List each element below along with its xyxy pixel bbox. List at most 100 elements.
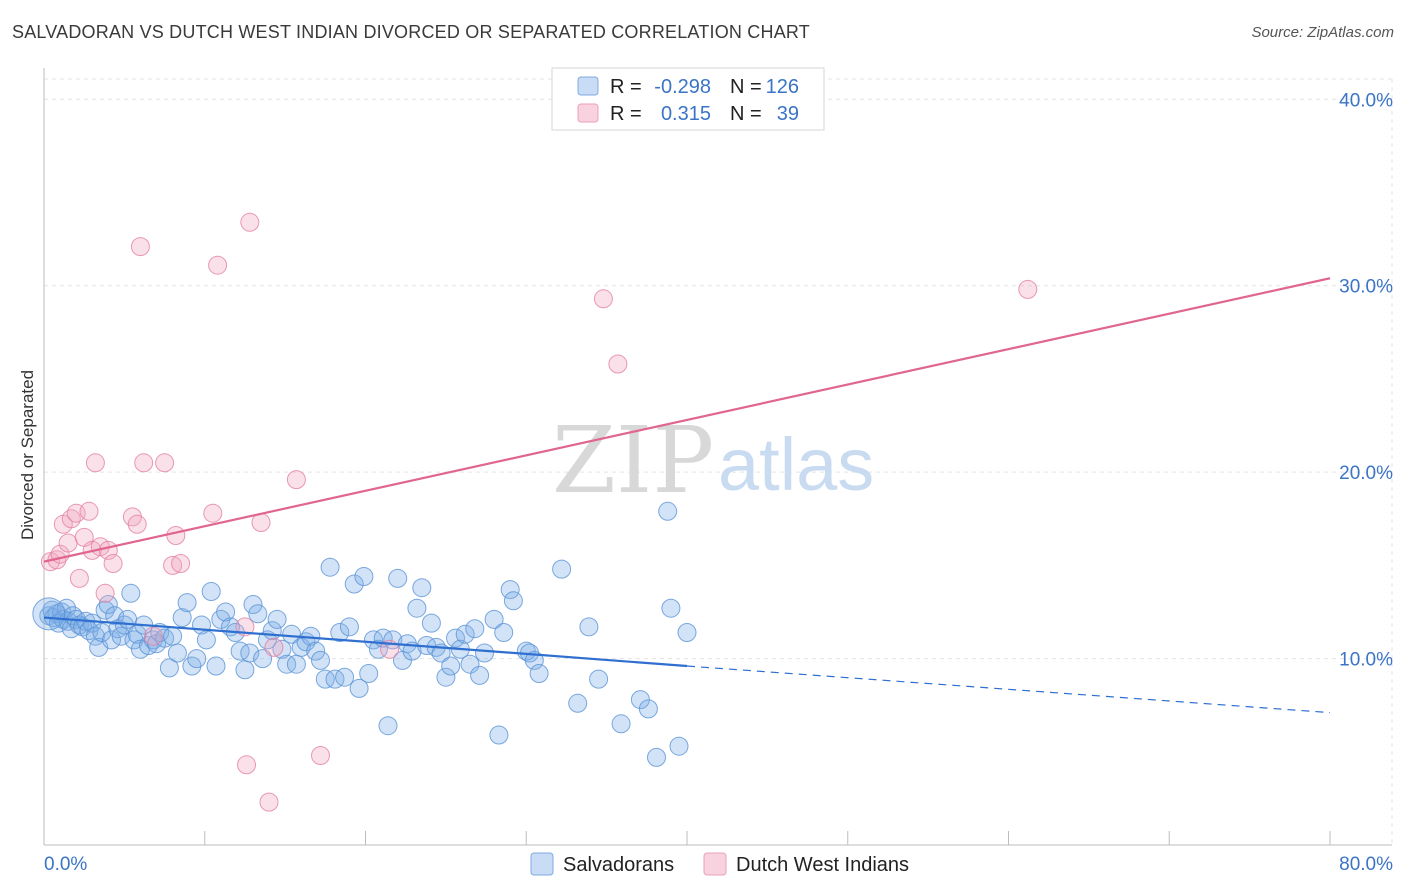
point-salvadorans	[201, 582, 221, 601]
stats-swatch-salvadorans	[577, 76, 599, 96]
point-salvadorans	[177, 593, 197, 613]
point-dutch-west-indians	[240, 212, 260, 232]
point-salvadorans	[669, 736, 689, 756]
point-salvadorans	[330, 623, 350, 642]
point-dutch-west-indians	[208, 255, 228, 275]
point-salvadorans	[470, 665, 490, 685]
point-salvadorans	[92, 623, 112, 642]
point-salvadorans	[661, 598, 681, 618]
chart-source: Source: ZipAtlas.com	[1251, 24, 1394, 41]
point-dutch-west-indians	[40, 552, 60, 572]
point-dutch-west-indians	[286, 470, 306, 490]
y-tick-label: 10.0%	[1339, 650, 1393, 671]
point-salvadorans	[344, 574, 364, 594]
point-salvadorans	[436, 667, 456, 687]
axes: 10.0% 20.0% 30.0% 40.0% 0.0% 80.0%	[43, 68, 1393, 875]
point-dutch-west-indians	[608, 354, 628, 374]
trend-line-dutch-west-indians	[43, 277, 1331, 563]
stats-r-value-dutch-west-indians: 0.315	[661, 103, 711, 125]
point-salvadorans	[412, 578, 432, 598]
stats-n-value-salvadorans: 126	[766, 76, 799, 98]
point-salvadorans	[441, 656, 461, 676]
point-salvadorans	[272, 639, 292, 659]
point-salvadorans	[589, 669, 609, 689]
watermark-atlas: atlas	[718, 423, 874, 506]
point-salvadorans	[243, 595, 263, 614]
chart-title: SALVADORAN VS DUTCH WEST INDIAN DIVORCED…	[12, 22, 810, 42]
point-salvadorans	[196, 630, 216, 650]
point-salvadorans	[230, 641, 250, 661]
point-salvadorans-cluster	[32, 597, 66, 631]
point-dutch-west-indians	[85, 453, 105, 473]
point-salvadorans	[277, 654, 297, 674]
point-salvadorans	[102, 630, 121, 650]
point-salvadorans	[658, 501, 678, 521]
point-dutch-west-indians	[127, 514, 147, 534]
point-dutch-west-indians	[130, 237, 150, 257]
watermark-zip: ZIP	[552, 407, 714, 514]
x-tick-label: 0.0%	[44, 854, 87, 875]
stats-r-value-salvadorans: -0.298	[654, 76, 711, 98]
point-salvadorans	[475, 643, 494, 663]
point-salvadorans	[647, 747, 666, 767]
point-salvadorans	[500, 580, 520, 600]
point-salvadorans	[286, 654, 306, 674]
point-salvadorans	[349, 678, 369, 698]
point-salvadorans	[121, 583, 141, 603]
point-salvadorans	[325, 669, 345, 689]
point-salvadorans	[611, 714, 631, 734]
point-dutch-west-indians	[166, 526, 186, 545]
point-dutch-west-indians	[171, 554, 191, 573]
point-dutch-west-indians	[1018, 279, 1038, 299]
point-salvadorans	[315, 669, 335, 689]
point-salvadorans	[124, 630, 144, 650]
stats-n-label-dutch-west-indians: N =	[730, 103, 762, 125]
point-salvadorans	[267, 609, 287, 629]
point-salvadorans	[206, 656, 226, 676]
point-dutch-west-indians	[593, 289, 613, 309]
point-dutch-west-indians	[237, 755, 256, 775]
point-dutch-west-indians	[143, 626, 163, 646]
point-salvadorans	[73, 617, 93, 637]
legend-label-dutch-west-indians: Dutch West Indians	[736, 854, 909, 876]
point-salvadorans	[339, 617, 359, 637]
point-salvadorans	[306, 641, 326, 661]
point-dutch-west-indians	[203, 503, 223, 523]
stats-n-label-salvadorans: N =	[730, 76, 762, 98]
trend-layer	[43, 277, 1331, 714]
point-salvadorans	[359, 664, 379, 683]
y-tick-label: 40.0%	[1339, 90, 1393, 111]
point-salvadorans	[460, 654, 480, 674]
y-axis-title: Divorced or Separated	[18, 370, 37, 540]
point-salvadorans	[421, 613, 441, 633]
x-tick-label: 80.0%	[1339, 854, 1393, 875]
point-salvadorans	[85, 626, 105, 646]
point-salvadorans	[216, 602, 236, 622]
point-salvadorans	[568, 693, 588, 713]
point-salvadorans	[465, 619, 485, 639]
point-salvadorans	[407, 598, 427, 618]
point-salvadorans	[98, 595, 118, 614]
legend-swatch-salvadorans	[530, 852, 554, 876]
point-salvadorans	[489, 725, 509, 745]
y-tick-label: 20.0%	[1339, 463, 1393, 484]
point-salvadorans	[172, 608, 192, 628]
point-salvadorans	[253, 649, 273, 669]
point-salvadorans	[163, 626, 183, 646]
stats-swatch-dutch-west-indians	[577, 103, 599, 123]
stats-legend: R = -0.298 N = 126 R = 0.315 N = 39	[551, 67, 825, 131]
trend-extension-salvadorans	[686, 665, 1331, 714]
point-salvadorans	[159, 658, 179, 678]
watermark: ZIP atlas	[552, 407, 874, 514]
legend-swatch-dutch-west-indians	[703, 852, 727, 876]
trend-line-salvadorans	[43, 616, 688, 668]
point-dutch-west-indians	[311, 746, 330, 765]
point-salvadorans	[579, 617, 599, 637]
point-dutch-west-indians	[79, 501, 99, 521]
point-salvadorans	[235, 660, 255, 680]
point-dutch-west-indians	[264, 637, 284, 657]
series-legend: Salvadorans Dutch West Indians	[530, 852, 909, 876]
point-salvadorans	[378, 716, 398, 736]
point-salvadorans	[167, 643, 187, 663]
